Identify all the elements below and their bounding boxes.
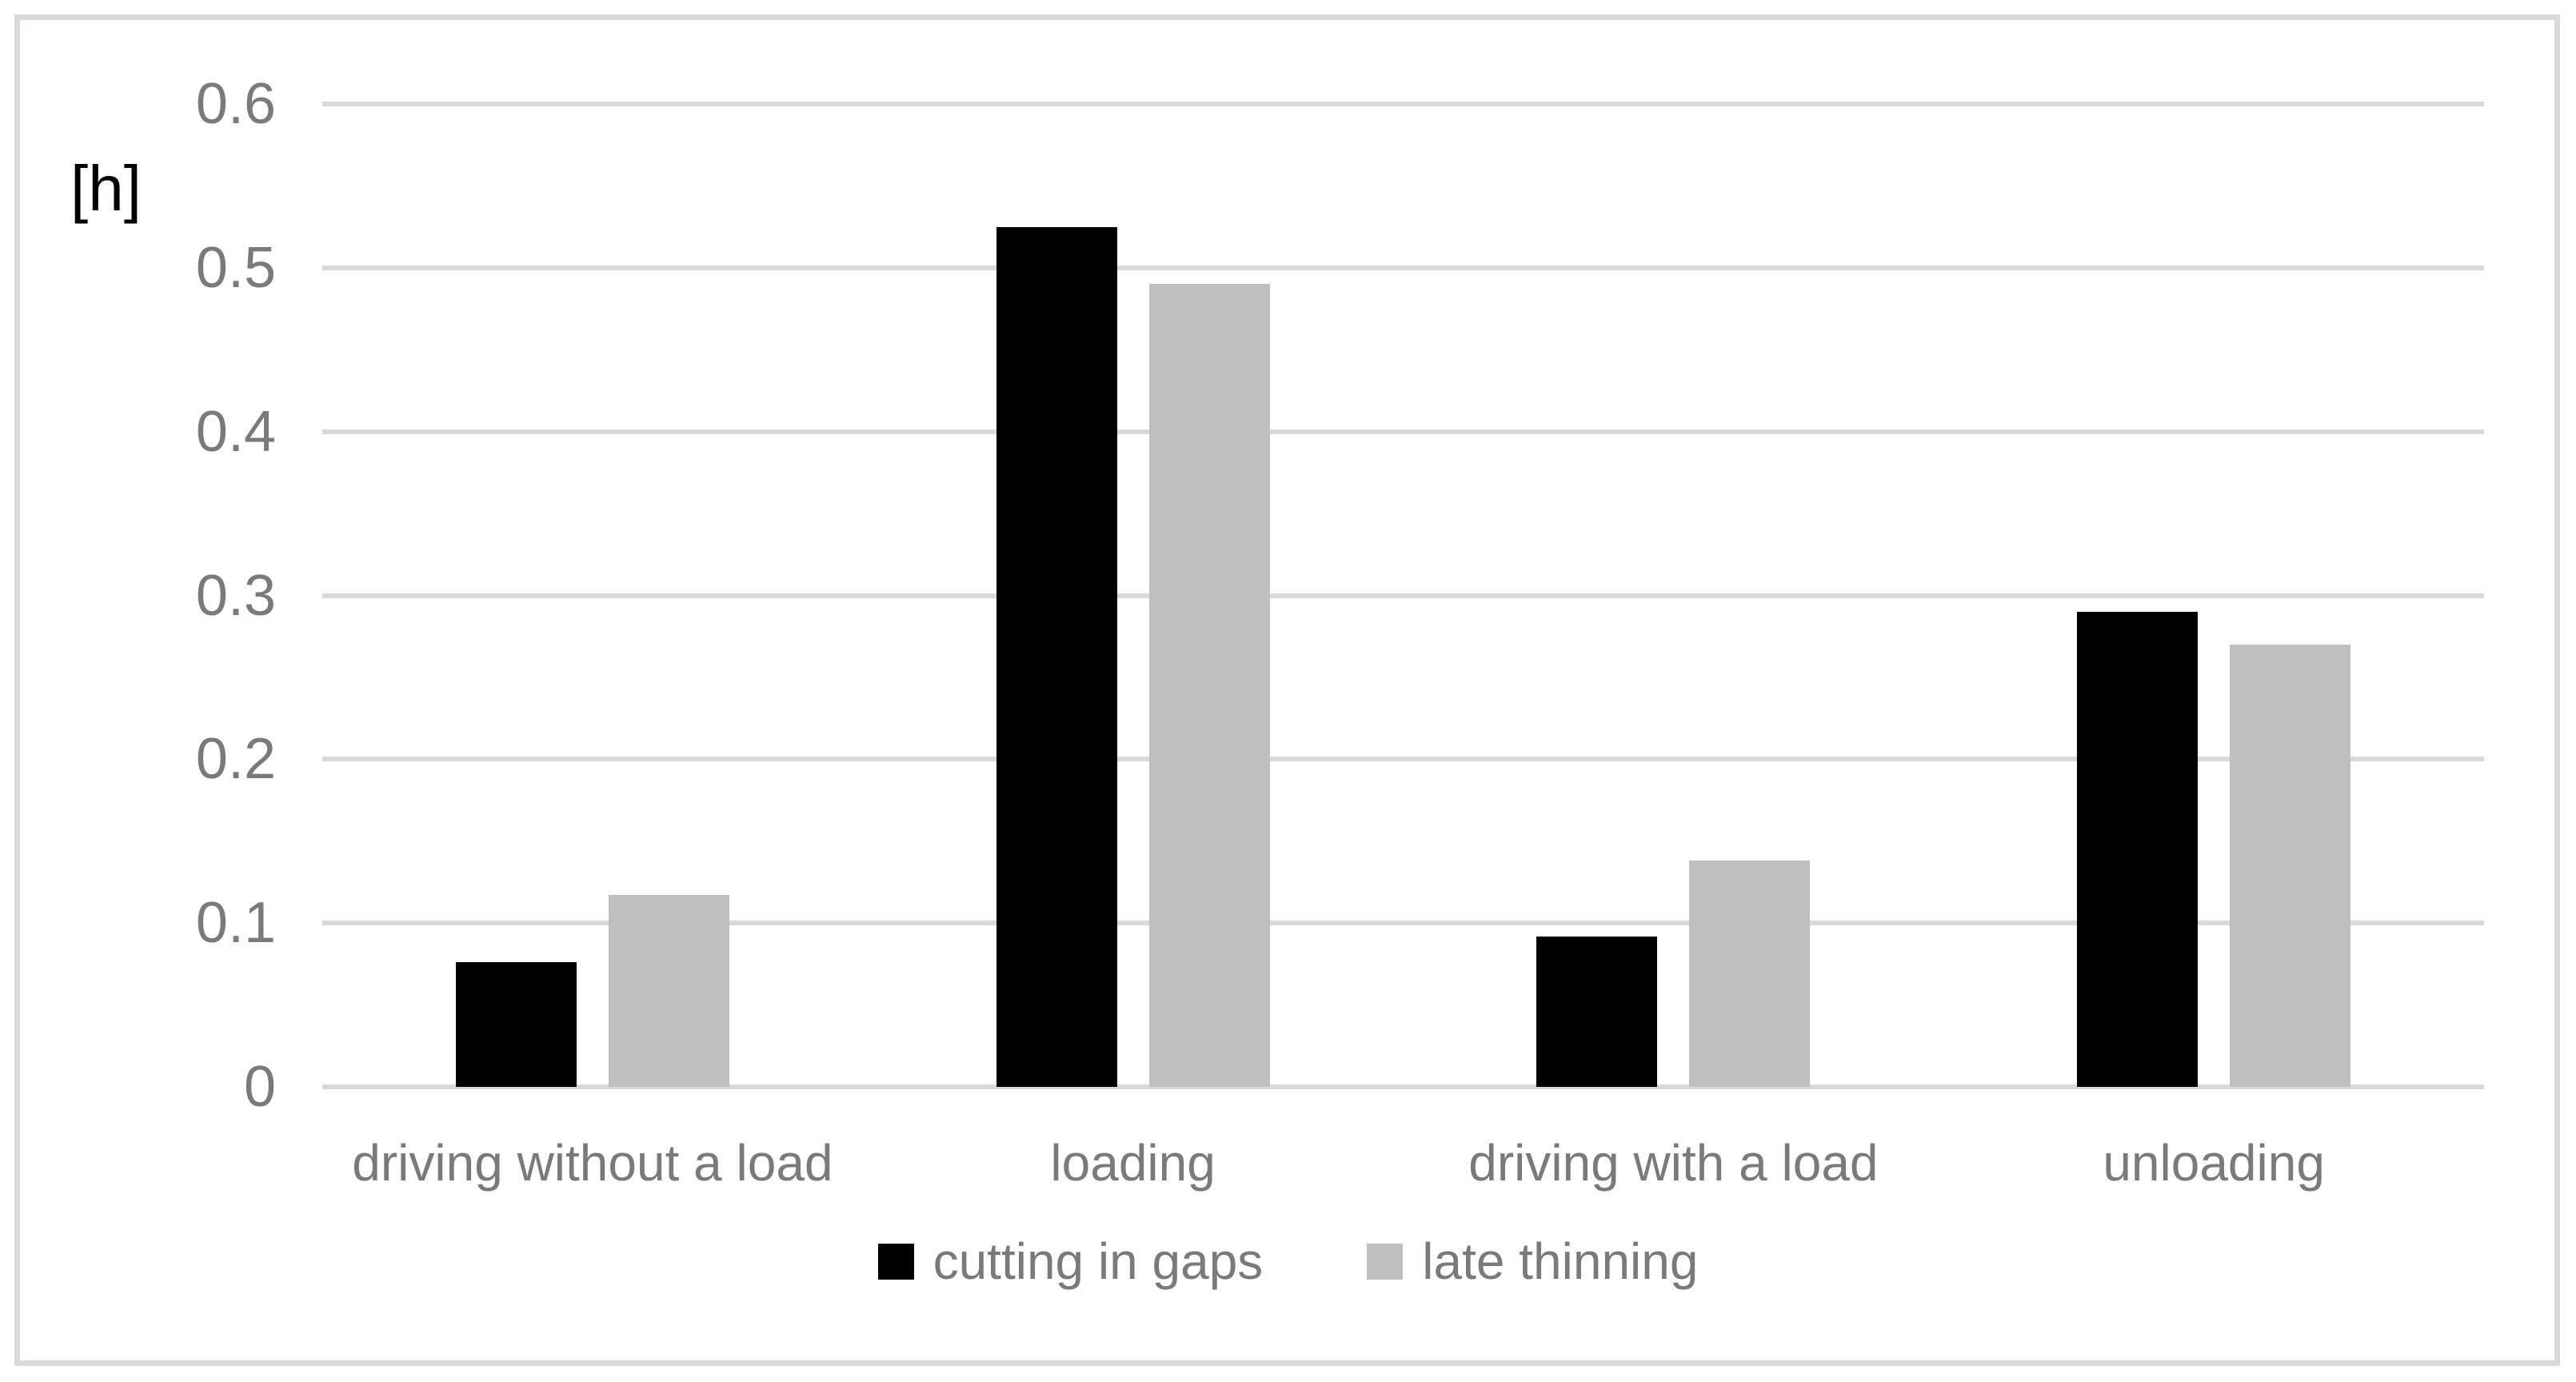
gridline xyxy=(322,921,2484,926)
gridline xyxy=(322,757,2484,762)
x-category-label: loading xyxy=(1050,1134,1216,1192)
bar-late-thinning-3 xyxy=(2230,644,2351,1087)
y-tick-label: 0 xyxy=(243,1055,276,1119)
bar-cutting-in-gaps-2 xyxy=(1536,936,1658,1087)
legend-marker-icon xyxy=(1367,1243,1404,1280)
bar-group-3 xyxy=(1943,104,2484,1087)
legend: cutting in gaps late thinning xyxy=(0,1236,2576,1287)
y-tick-label: 0.1 xyxy=(195,891,276,956)
legend-label: cutting in gaps xyxy=(933,1232,1264,1290)
bar-cutting-in-gaps-3 xyxy=(2077,611,2199,1087)
bar-group-0 xyxy=(322,104,863,1087)
x-category-label: driving without a load xyxy=(352,1134,833,1192)
gridline xyxy=(322,102,2484,106)
gridline xyxy=(322,593,2484,598)
bar-cutting-in-gaps-1 xyxy=(996,226,1117,1087)
legend-marker-icon xyxy=(877,1243,914,1280)
y-tick-label: 0.3 xyxy=(195,563,276,628)
plot-area xyxy=(322,102,2484,1089)
x-category-label: unloading xyxy=(2103,1134,2325,1192)
bar-group-1 xyxy=(863,104,1404,1087)
bar-late-thinning-2 xyxy=(1689,861,1811,1087)
x-axis-baseline xyxy=(322,1084,2484,1089)
y-tick-label: 0.4 xyxy=(195,399,276,464)
bar-late-thinning-1 xyxy=(1148,284,1270,1087)
y-axis-tick-labels: 0.6 0.5 0.4 0.3 0.2 0.1 0 xyxy=(72,75,276,1116)
gridline xyxy=(322,265,2484,270)
legend-item-late-thinning: late thinning xyxy=(1367,1236,1698,1287)
y-axis-unit-label: [h] xyxy=(70,153,142,224)
bar-group-2 xyxy=(1404,104,1944,1087)
x-axis-category-labels: driving without a load loading driving wit… xyxy=(322,1134,2484,1192)
bar-cutting-in-gaps-0 xyxy=(455,962,577,1087)
x-category-label: driving with a load xyxy=(1468,1134,1879,1192)
legend-label: late thinning xyxy=(1422,1232,1699,1290)
gridline xyxy=(322,429,2484,434)
y-tick-label: 0.2 xyxy=(195,727,276,792)
bar-late-thinning-0 xyxy=(608,895,729,1087)
y-tick-label: 0.6 xyxy=(195,72,276,136)
y-tick-label: 0.5 xyxy=(195,235,276,300)
legend-item-cutting-in-gaps: cutting in gaps xyxy=(877,1232,1264,1290)
